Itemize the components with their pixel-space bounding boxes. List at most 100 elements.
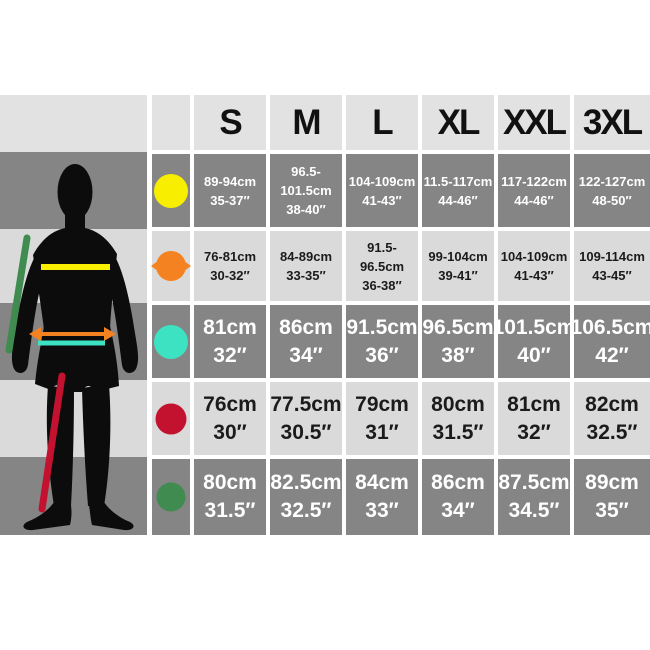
value-cm: 76-81cm (203, 249, 257, 264)
row-marker-cell (151, 231, 191, 301)
value-in: 31.5″ (432, 420, 484, 444)
value-cm: 101.5cm (492, 315, 576, 339)
table-cell: 79cm 31″ (346, 382, 418, 455)
table-cell: 80cm 31.5″ (194, 459, 266, 535)
value-in: 31″ (365, 420, 399, 444)
value-cm: 84-89cm (279, 249, 333, 264)
value-cm: 84cm (355, 471, 409, 494)
header-size-xxl: XXL (498, 95, 570, 150)
value-in: 41-43″ (514, 268, 554, 283)
value-in: 30″ (213, 420, 247, 444)
value-cm: 80cm (431, 392, 485, 416)
table-cell: 76-81cm 30-32″ (194, 231, 266, 301)
header-size-s: S (194, 95, 266, 150)
row-marker-cell (152, 382, 190, 455)
green-measure-line (5, 234, 31, 354)
table-cell: 84-89cm 33-35″ (270, 231, 342, 301)
value-cm: 76cm (203, 392, 257, 416)
value-cm: 104-109cm (500, 249, 568, 264)
value-cm: 79cm (355, 392, 409, 416)
value-cm: 81cm (507, 392, 561, 416)
value-cm: 86cm (431, 471, 485, 494)
header-size-m: M (270, 95, 342, 150)
value-cm: 99-104cm (428, 249, 488, 264)
table-cell: 104-109cm 41-43″ (498, 231, 570, 301)
table-cell: 91.5cm 36″ (346, 305, 418, 378)
table-cell: 101.5cm 40″ (493, 305, 575, 378)
size-table: S M L XL XXL 3XL 89-94cm 35-37″ 96.5-101… (151, 95, 650, 535)
value-in: 30-32″ (210, 268, 250, 283)
value-in: 38-40″ (286, 202, 326, 217)
value-cm: 96.5-101.5cm (280, 164, 332, 198)
header-corner-cell (152, 95, 190, 150)
teal-circle-icon (154, 324, 188, 359)
value-cm: 89-94cm (203, 173, 257, 189)
table-cell: 89-94cm 35-37″ (194, 154, 266, 227)
value-in: 35″ (595, 499, 629, 522)
table-cell: 96.5-101.5cm 38-40″ (270, 154, 342, 227)
value-in: 31.5″ (204, 499, 256, 522)
value-cm: 80cm (203, 471, 257, 494)
value-cm: 109-114cm (579, 249, 645, 264)
value-cm: 81cm (203, 315, 257, 339)
row-marker-cell (152, 154, 190, 227)
orange-arrowhead-right-icon (104, 327, 116, 341)
red-measure-line (38, 372, 66, 513)
value-cm: 91.5cm (346, 315, 418, 339)
row-marker-cell (152, 459, 190, 535)
value-cm: 106.5cm (570, 315, 650, 339)
table-cell: 87.5cm 34.5″ (498, 459, 570, 535)
value-in: 44-46″ (438, 192, 478, 208)
value-in: 39-41″ (438, 268, 478, 283)
table-cell: 117-122cm 44-46″ (498, 154, 570, 227)
value-cm: 104-109cm (348, 173, 416, 189)
table-cell: 86cm 34″ (422, 459, 494, 535)
table-cell: 82cm 32.5″ (574, 382, 650, 455)
table-cell: 99-104cm 39-41″ (422, 231, 494, 301)
header-size-3xl: 3XL (574, 95, 650, 150)
value-in: 42″ (595, 343, 629, 367)
value-in: 43-45″ (592, 268, 632, 283)
value-in: 48-50″ (592, 192, 632, 208)
value-cm: 77.5cm (270, 392, 342, 416)
value-in: 30.5″ (280, 420, 332, 444)
table-cell: 11.5-117cm 44-46″ (422, 154, 494, 227)
table-cell: 81cm 32″ (498, 382, 570, 455)
figure-panel (0, 95, 147, 535)
value-in: 41-43″ (362, 192, 402, 208)
value-in: 36″ (365, 343, 399, 367)
table-cell: 89cm 35″ (574, 459, 650, 535)
value-cm: 87.5cm (498, 471, 570, 494)
value-in: 38″ (441, 343, 475, 367)
value-in: 33-35″ (286, 268, 326, 283)
value-cm: 89cm (585, 471, 639, 494)
table-cell: 76cm 30″ (194, 382, 266, 455)
row-marker-cell (152, 305, 190, 378)
value-in: 34″ (441, 499, 475, 522)
value-cm: 82cm (585, 392, 639, 416)
table-cell: 82.5cm 32.5″ (270, 459, 342, 535)
table-cell: 81cm 32″ (194, 305, 266, 378)
value-in: 40″ (517, 343, 551, 367)
orange-arrowhead-left-icon (29, 327, 41, 341)
table-cell: 109-114cm 43-45″ (574, 231, 650, 301)
orange-lens-icon (151, 251, 191, 281)
value-cm: 82.5cm (270, 471, 342, 494)
header-size-l: L (346, 95, 418, 150)
value-in: 34.5″ (508, 499, 560, 522)
value-in: 33″ (365, 499, 399, 522)
table-cell: 96.5cm 38″ (422, 305, 494, 378)
table-cell: 104-109cm 41-43″ (346, 154, 418, 227)
value-in: 32.5″ (280, 499, 332, 522)
header-size-xl: XL (422, 95, 494, 150)
value-cm: 117-122cm (501, 173, 567, 189)
silhouette-figure (5, 164, 139, 531)
value-in: 32.5″ (586, 420, 638, 444)
value-cm: 91.5-96.5cm (359, 239, 405, 274)
value-cm: 96.5cm (422, 315, 494, 339)
table-cell: 84cm 33″ (346, 459, 418, 535)
table-cell: 106.5cm 42″ (570, 305, 650, 378)
value-in: 32″ (213, 343, 247, 367)
body-silhouette (11, 164, 139, 531)
table-cell: 77.5cm 30.5″ (270, 382, 342, 455)
